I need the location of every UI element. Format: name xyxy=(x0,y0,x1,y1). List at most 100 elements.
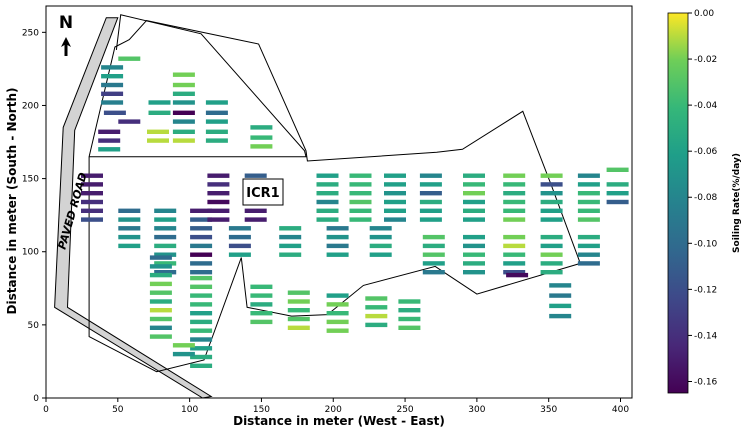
panel-row xyxy=(549,303,572,309)
panel-row xyxy=(422,243,445,249)
x-tick-label: 250 xyxy=(396,405,413,415)
panel-row xyxy=(250,293,273,298)
panel-row xyxy=(463,199,485,205)
panel-row xyxy=(101,65,124,70)
colorbar-tick-label: -0.08 xyxy=(694,193,718,203)
panel-row xyxy=(606,167,629,172)
panel-row xyxy=(154,208,177,213)
panel-row xyxy=(244,217,267,222)
panel-row xyxy=(98,138,121,143)
panel-row xyxy=(503,252,526,257)
panel-row xyxy=(326,226,349,231)
panel-row xyxy=(326,302,349,307)
panel-row xyxy=(365,322,388,328)
panel-row xyxy=(503,173,526,178)
panel-row xyxy=(398,316,421,322)
panel-row xyxy=(81,217,103,222)
north-arrow-icon xyxy=(61,37,71,56)
panel-row xyxy=(250,319,273,325)
panel-row xyxy=(149,299,172,304)
y-axis: 0 50 100 150 200 250 xyxy=(22,28,46,404)
panel-row xyxy=(540,234,563,240)
colorbar-tick-label: -0.16 xyxy=(694,377,718,387)
panel-row xyxy=(577,173,600,178)
colorbar-tick-label: -0.02 xyxy=(694,55,717,65)
panel-row xyxy=(349,208,372,213)
panel-row xyxy=(148,110,171,115)
panel-row xyxy=(398,325,421,330)
panel-row xyxy=(172,343,195,348)
panel-row xyxy=(349,182,372,187)
panel-row xyxy=(422,270,445,275)
panel-row xyxy=(154,261,177,266)
panel-row xyxy=(463,234,485,240)
panel-row xyxy=(349,191,372,196)
panel-row xyxy=(384,173,406,178)
panel-row xyxy=(606,182,629,187)
panel-row xyxy=(207,199,230,205)
y-tick-label: 100 xyxy=(22,248,39,258)
panel-row xyxy=(279,234,302,240)
panel-row xyxy=(190,252,213,257)
panel-row xyxy=(577,252,600,257)
panel-row xyxy=(463,252,485,257)
panel-row xyxy=(207,182,230,187)
panel-row xyxy=(81,182,103,187)
panel-row xyxy=(316,217,339,222)
panel-row xyxy=(503,182,526,187)
station-label: ICR1 xyxy=(246,186,279,201)
panel-row xyxy=(172,100,195,105)
panel-row xyxy=(577,234,600,240)
panel-row xyxy=(205,129,228,134)
panel-row xyxy=(506,272,529,278)
colorbar-tick-label: -0.14 xyxy=(694,331,718,341)
colorbar-tick-label: -0.04 xyxy=(694,101,718,111)
station-label-box: ICR1 xyxy=(242,178,284,206)
site-outline-layer xyxy=(54,14,581,399)
panel-row xyxy=(154,252,177,257)
panel-row xyxy=(503,217,526,222)
panel-row xyxy=(316,199,339,205)
panel-row xyxy=(577,243,600,249)
panel-row xyxy=(190,217,213,222)
panel-row xyxy=(207,217,230,222)
panel-row xyxy=(147,138,169,143)
y-tick-label: 0 xyxy=(33,394,39,404)
panel-row xyxy=(463,208,485,213)
panel-row xyxy=(540,173,563,178)
north-arrow: N xyxy=(59,13,73,56)
panel-row xyxy=(154,226,177,231)
panel-row xyxy=(190,302,213,307)
panel-row xyxy=(172,119,195,124)
panel-row xyxy=(118,243,141,249)
panel-row xyxy=(503,191,526,196)
panel-row xyxy=(190,208,213,213)
panel-row xyxy=(118,217,141,222)
panel-row xyxy=(365,296,388,301)
panel-row xyxy=(419,191,442,196)
x-axis: 0 50 100 150 200 250 300 350 400 xyxy=(43,398,629,415)
panel-row xyxy=(149,316,172,322)
x-tick-label: 200 xyxy=(325,405,342,415)
panel-row xyxy=(190,284,213,289)
panel-row xyxy=(349,217,372,222)
panel-row xyxy=(577,217,600,222)
panel-row xyxy=(369,252,392,257)
panel-row xyxy=(190,337,213,342)
panel-row xyxy=(540,191,563,196)
panel-row xyxy=(549,293,572,298)
x-tick-label: 0 xyxy=(43,405,49,415)
colorbar-tick-label: 0.00 xyxy=(694,9,714,19)
panel-row xyxy=(398,308,421,313)
panel-row xyxy=(172,91,195,96)
panel-row xyxy=(365,305,388,310)
panel-row xyxy=(419,208,442,213)
panel-row xyxy=(540,217,563,222)
panel-row xyxy=(326,252,349,257)
x-axis-title: Distance in meter (West - East) xyxy=(233,414,445,428)
panel-row xyxy=(463,261,485,266)
y-tick-label: 150 xyxy=(22,175,39,185)
panel-row xyxy=(154,217,177,222)
panel-row xyxy=(577,191,600,196)
